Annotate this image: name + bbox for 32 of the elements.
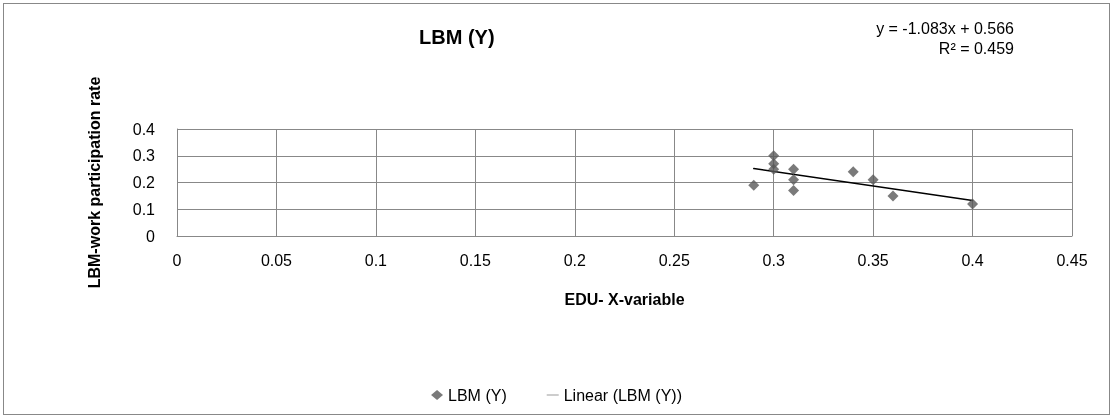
x-tick-label: 0.25: [658, 251, 690, 269]
x-tick-label: 0.1: [364, 251, 388, 269]
x-tick-label: 0.05: [260, 251, 293, 269]
point: [768, 163, 780, 175]
x-tick-label: 0: [172, 251, 182, 269]
x-tick-label: 0.35: [857, 251, 889, 269]
point: [768, 150, 780, 162]
point: [867, 174, 879, 186]
y-tick-label: 0.3: [132, 147, 156, 165]
y-tick-label: 0: [146, 227, 156, 245]
point: [847, 166, 859, 178]
y-tick-label: 0.4: [132, 120, 156, 138]
text: y = -1.083x + 0.566: [876, 19, 1015, 37]
point: [788, 185, 800, 197]
point: [748, 179, 760, 191]
legend-label: Linear (LBM (Y)): [563, 386, 682, 404]
x-tick-label: 0.2: [563, 251, 586, 269]
y-tick-label: 0.1: [132, 200, 156, 218]
text: R² = 0.459: [938, 39, 1015, 57]
x-tick-label: 0.15: [459, 251, 492, 269]
x-tick-label: 0.4: [961, 251, 984, 269]
x-tick-label: 0.3: [762, 251, 785, 269]
x-tick-label: 0.45: [1056, 251, 1088, 269]
legend-label: LBM (Y): [448, 386, 507, 404]
point: [967, 198, 979, 210]
y-tick-label: 0.2: [132, 174, 156, 191]
point: [788, 163, 800, 175]
point: [887, 190, 899, 202]
point: [788, 174, 800, 186]
chart-title: LBM (Y): [419, 26, 495, 48]
y-axis-title: LBM-work participation rate: [85, 76, 103, 289]
x-axis-title: EDU- X-variable: [564, 290, 685, 308]
